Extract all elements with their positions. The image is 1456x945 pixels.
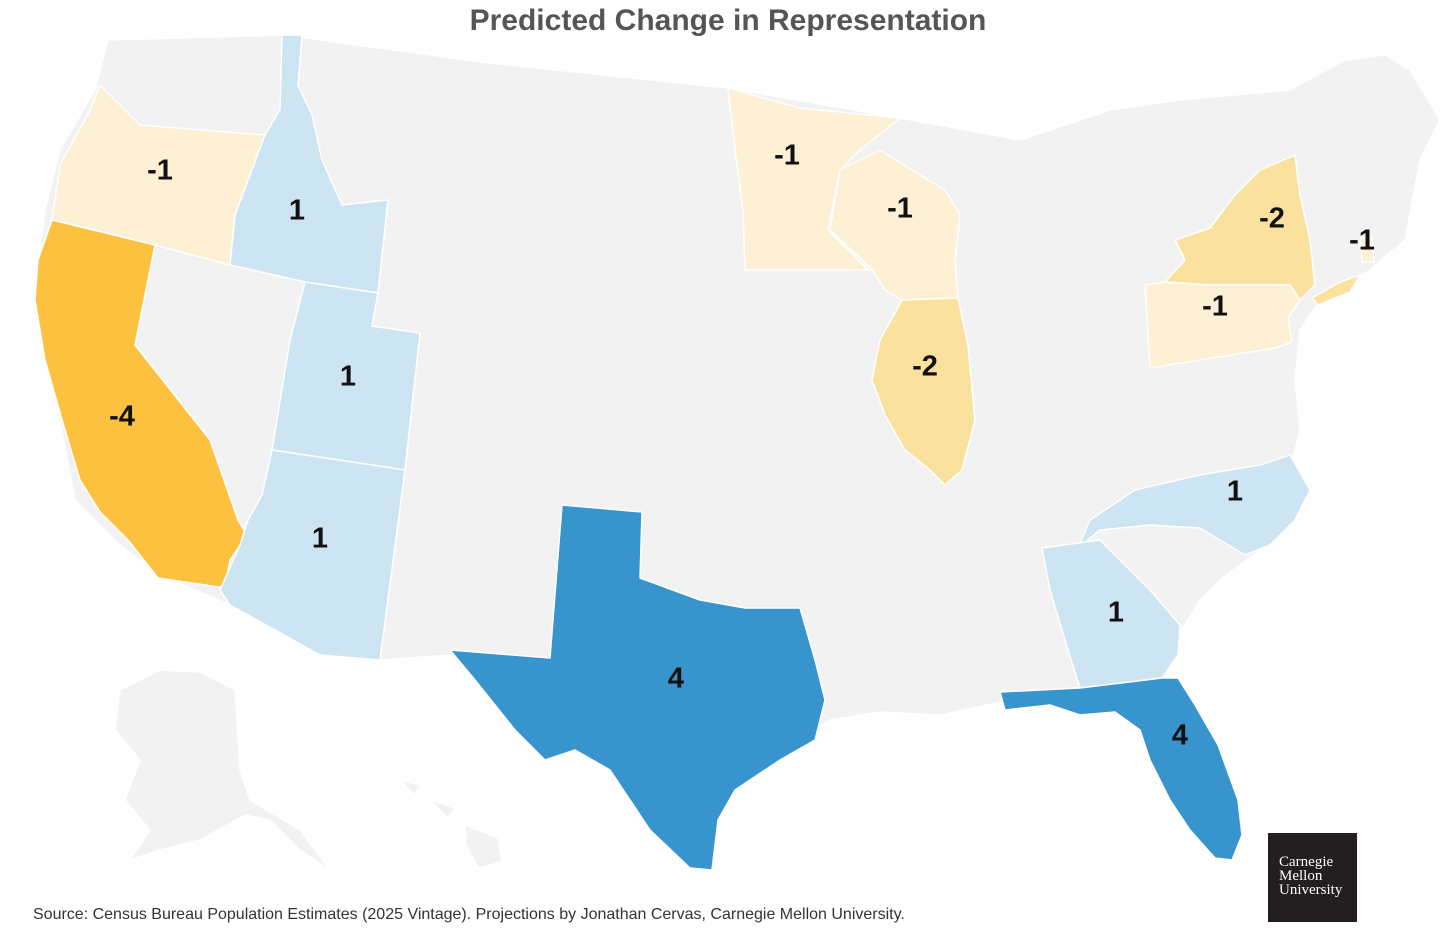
state-new-york-long-island — [1311, 274, 1361, 306]
logo-line-1: Carnegie — [1279, 854, 1334, 870]
hawaii — [399, 779, 503, 869]
label-wisconsin: -1 — [887, 193, 913, 225]
state-pennsylvania — [1144, 281, 1301, 369]
label-arizona: 1 — [312, 523, 328, 555]
state-arizona — [219, 449, 406, 661]
label-california: -4 — [109, 401, 135, 433]
label-north-carolina: 1 — [1227, 476, 1243, 508]
state-florida — [999, 677, 1243, 861]
source-note: Source: Census Bureau Population Estimat… — [33, 906, 905, 923]
label-oregon: -1 — [147, 155, 173, 187]
label-utah: 1 — [340, 361, 356, 393]
label-texas: 4 — [668, 663, 684, 695]
state-texas — [449, 504, 826, 871]
label-minnesota: -1 — [774, 140, 800, 172]
map-title: Predicted Change in Representation — [469, 4, 987, 37]
state-rhode-island — [1359, 237, 1375, 263]
label-idaho: 1 — [289, 195, 305, 227]
cmu-logo: Carnegie Mellon University — [1268, 833, 1357, 922]
label-georgia: 1 — [1108, 597, 1124, 629]
logo-line-2: Mellon — [1279, 868, 1323, 884]
state-utah — [271, 281, 421, 471]
logo-line-3: University — [1279, 882, 1343, 898]
label-illinois: -2 — [912, 351, 938, 383]
label-pennsylvania: -1 — [1202, 291, 1228, 323]
alaska — [114, 669, 331, 871]
label-florida: 4 — [1172, 720, 1188, 752]
state-wisconsin — [829, 149, 961, 301]
label-new-york: -2 — [1259, 203, 1285, 235]
state-california — [34, 219, 248, 589]
state-illinois — [871, 297, 976, 486]
state-georgia — [1041, 539, 1181, 689]
label-rhode-island: -1 — [1349, 225, 1375, 257]
